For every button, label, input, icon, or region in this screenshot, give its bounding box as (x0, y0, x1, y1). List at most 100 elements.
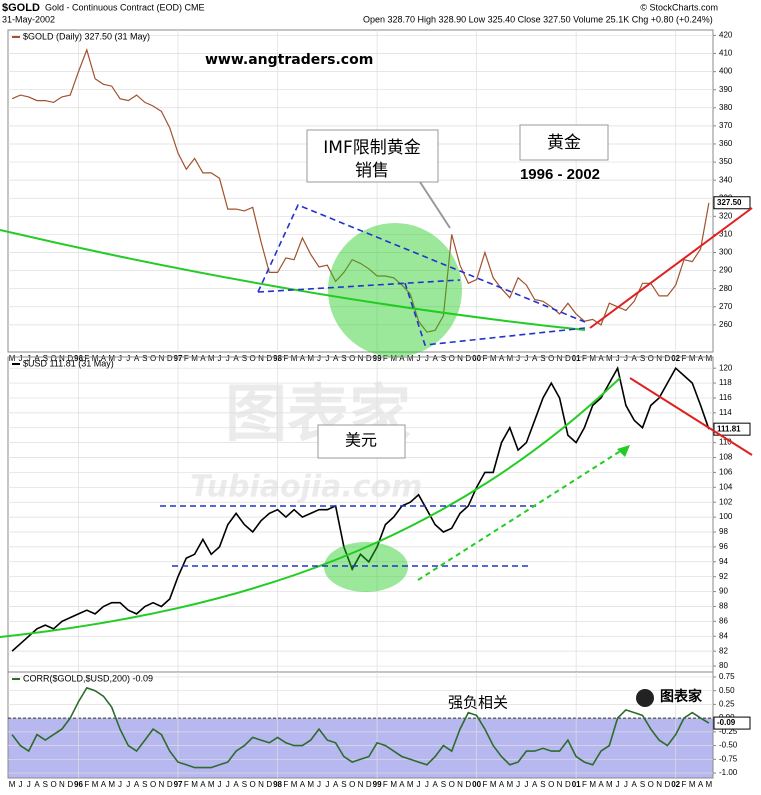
current-value-label: -0.09 (717, 718, 736, 727)
x-tick-label: J (126, 354, 130, 363)
triangle-line (257, 203, 586, 323)
x-tick-label: J (226, 780, 230, 789)
y-tick-label: 360 (719, 139, 733, 148)
x-tick-label: N (656, 354, 662, 363)
y-tick-label: 120 (719, 363, 733, 372)
x-tick-label: M (506, 780, 513, 789)
x-tick-label: J (126, 780, 130, 789)
logo: 图表家 (660, 688, 703, 705)
x-tick-label: O (150, 780, 156, 789)
x-tick-label: O (250, 780, 256, 789)
x-tick-label: M (506, 354, 513, 363)
x-tick-label: S (441, 780, 446, 789)
x-tick-label: N (258, 780, 264, 789)
x-tick-label: J (118, 780, 122, 789)
x-tick-label: N (358, 354, 364, 363)
x-tick-label: J (325, 780, 329, 789)
current-value-box (713, 422, 751, 436)
y-tick-label: 94 (719, 557, 728, 566)
panel-title: CORR($GOLD,$USD,200) -0.09 (23, 673, 153, 683)
x-tick-label: O (449, 354, 455, 363)
y-tick-label: 320 (719, 211, 733, 220)
x-tick-label: N (159, 354, 165, 363)
y-tick-label: 280 (719, 284, 733, 293)
current-value-box (713, 196, 751, 210)
x-tick-label: 00 (472, 780, 481, 789)
x-tick-label: S (142, 354, 147, 363)
x-tick-label: J (524, 354, 528, 363)
x-tick-label: A (598, 354, 604, 363)
y-tick-label: 390 (719, 85, 733, 94)
date: 31-May-2002 (2, 14, 55, 24)
x-tick-label: D (67, 354, 73, 363)
x-tick-label: M (689, 780, 696, 789)
website: www.angtraders.com (205, 52, 373, 68)
y-tick-label: 82 (719, 646, 728, 655)
x-tick-label: F (184, 780, 189, 789)
x-tick-label: A (300, 780, 306, 789)
x-tick-label: F (383, 780, 388, 789)
x-tick-label: D (266, 780, 272, 789)
x-tick-label: J (624, 780, 628, 789)
x-tick-label: O (648, 780, 654, 789)
y-tick-label: 290 (719, 266, 733, 275)
x-tick-label: N (59, 780, 65, 789)
x-tick-label: A (101, 780, 107, 789)
x-tick-label: M (291, 780, 298, 789)
x-tick-label: A (698, 354, 704, 363)
x-tick-label: S (341, 354, 346, 363)
x-tick-label: A (134, 354, 140, 363)
logo-icon (636, 689, 654, 707)
current-value-label: 327.50 (717, 198, 742, 207)
level-lines (160, 505, 540, 567)
x-tick-label: J (425, 354, 429, 363)
x-tick-label: F (283, 354, 288, 363)
x-tick-label: A (233, 780, 239, 789)
x-tick-label: O (349, 354, 355, 363)
x-tick-label: D (266, 354, 272, 363)
x-tick-label: J (516, 780, 520, 789)
x-tick-label: M (407, 780, 414, 789)
y-tick-label: 110 (719, 438, 732, 447)
x-tick-label: M (307, 354, 314, 363)
x-tick-label: N (656, 780, 662, 789)
y-tick-label: -0.75 (719, 754, 738, 763)
highlight-ellipse (324, 542, 408, 592)
x-tick-label: S (43, 780, 48, 789)
y-tick-label: 114 (719, 408, 732, 417)
price-line (11, 365, 710, 652)
x-tick-label: J (317, 780, 321, 789)
x-tick-label: D (67, 780, 73, 789)
x-tick-label: M (706, 354, 713, 363)
x-tick-label: M (689, 354, 696, 363)
trend-arrow (417, 449, 623, 581)
callout-arrow (419, 181, 451, 229)
source: © StockCharts.com (640, 2, 718, 12)
x-tick-label: N (59, 354, 65, 363)
x-tick-label: A (399, 354, 405, 363)
x-tick-label: J (226, 354, 230, 363)
price-line (11, 48, 710, 333)
x-tick-label: M (589, 354, 596, 363)
x-tick-label: 97 (174, 780, 183, 789)
x-tick-label: M (606, 780, 613, 789)
x-tick-label: O (349, 780, 355, 789)
x-tick-label: A (432, 780, 438, 789)
x-tick-label: A (532, 354, 538, 363)
x-tick-label: M (407, 354, 414, 363)
x-tick-label: M (92, 780, 99, 789)
x-tick-label: J (616, 354, 620, 363)
x-tick-label: F (84, 780, 89, 789)
usd-label: 美元 (345, 431, 377, 450)
x-tick-label: N (358, 780, 364, 789)
x-tick-label: S (242, 780, 247, 789)
y-tick-label: 300 (719, 248, 733, 257)
x-tick-label: A (532, 780, 538, 789)
x-tick-label: D (664, 780, 670, 789)
x-tick-label: M (390, 354, 397, 363)
price-line (11, 686, 710, 769)
x-tick-label: D (167, 354, 173, 363)
x-tick-label: J (616, 780, 620, 789)
corr-note: 强负相关 (448, 694, 508, 712)
